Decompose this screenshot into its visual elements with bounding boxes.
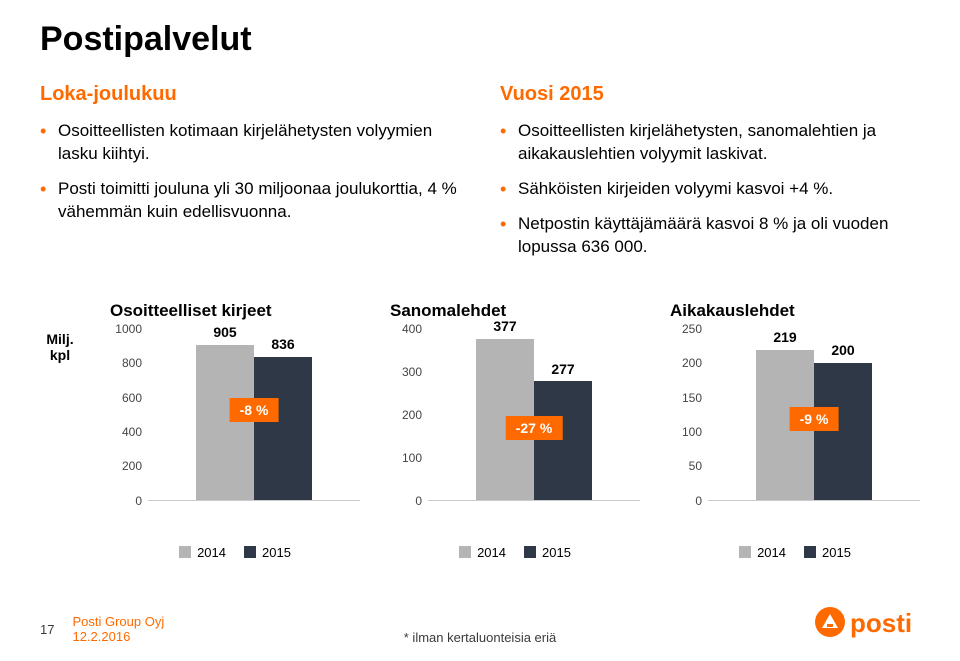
y-axis-label: Milj.kpl <box>40 301 80 363</box>
bar-value-label: 200 <box>814 342 872 358</box>
footer-meta: Posti Group Oyj 12.2.2016 <box>72 614 164 645</box>
legend-swatch <box>244 546 256 558</box>
y-tick: 200 <box>402 408 422 422</box>
posti-logo: posti <box>814 602 924 647</box>
y-tick: 400 <box>122 425 142 439</box>
legend-swatch <box>739 546 751 558</box>
y-tick: 0 <box>135 494 142 508</box>
right-column: Vuosi 2015 Osoitteellisten kirjelähetyst… <box>500 83 920 271</box>
legend-swatch <box>179 546 191 558</box>
bar-value-label: 836 <box>254 336 312 352</box>
chart-legend: 2014 2015 <box>670 545 920 560</box>
legend-item: 2015 <box>804 545 851 560</box>
bullet-item: Sähköisten kirjeiden volyymi kasvoi +4 %… <box>500 178 920 201</box>
page-title: Postipalvelut <box>40 20 920 59</box>
chart-title: Osoitteelliset kirjeet <box>110 301 360 321</box>
bullet-item: Osoitteellisten kirjelähetysten, sanomal… <box>500 120 920 166</box>
y-tick: 400 <box>402 322 422 336</box>
y-tick: 200 <box>682 356 702 370</box>
legend-swatch <box>524 546 536 558</box>
footer-company: Posti Group Oyj <box>72 614 164 630</box>
chart-2: Aikakauslehdet050100150200250219200-9 %2… <box>670 301 920 560</box>
y-tick: 100 <box>682 425 702 439</box>
bullet-item: Netpostin käyttäjämäärä kasvoi 8 % ja ol… <box>500 213 920 259</box>
y-tick: 600 <box>122 391 142 405</box>
bar: 377 <box>476 329 534 500</box>
bullet-item: Osoitteellisten kotimaan kirjelähetysten… <box>40 120 460 166</box>
chart-legend: 2014 2015 <box>110 545 360 560</box>
legend-swatch <box>804 546 816 558</box>
legend-item: 2015 <box>524 545 571 560</box>
content-columns: Loka-joulukuu Osoitteellisten kotimaan k… <box>40 83 920 271</box>
legend-label: 2014 <box>477 545 506 560</box>
footer-date: 12.2.2016 <box>72 629 164 645</box>
bar-value-label: 377 <box>476 318 534 334</box>
legend-label: 2014 <box>757 545 786 560</box>
y-tick: 100 <box>402 451 422 465</box>
legend-item: 2015 <box>244 545 291 560</box>
chart-0: Osoitteelliset kirjeet 0 200 400 600 800 1000 9… <box>110 301 360 560</box>
right-bullets: Osoitteellisten kirjelähetysten, sanomal… <box>500 120 920 259</box>
right-heading: Vuosi 2015 <box>500 83 920 106</box>
y-tick: 1000 <box>115 322 142 336</box>
y-tick: 50 <box>689 459 702 473</box>
legend-label: 2015 <box>262 545 291 560</box>
legend-swatch <box>459 546 471 558</box>
y-tick: 150 <box>682 391 702 405</box>
footer: 17 Posti Group Oyj 12.2.2016 <box>40 614 164 645</box>
logo-text: posti <box>850 608 912 638</box>
legend-item: 2014 <box>459 545 506 560</box>
bar-value-label: 277 <box>534 361 592 377</box>
chart-title: Aikakauslehdet <box>670 301 920 321</box>
y-tick: 250 <box>682 322 702 336</box>
legend-item: 2014 <box>739 545 786 560</box>
bullet-item: Posti toimitti jouluna yli 30 miljoonaa … <box>40 178 460 224</box>
y-tick: 0 <box>695 494 702 508</box>
bar-value-label: 219 <box>756 329 814 345</box>
legend-label: 2014 <box>197 545 226 560</box>
left-heading: Loka-joulukuu <box>40 83 460 106</box>
chart-legend: 2014 2015 <box>390 545 640 560</box>
y-tick: 300 <box>402 365 422 379</box>
y-tick: 200 <box>122 459 142 473</box>
y-tick: 0 <box>415 494 422 508</box>
pct-change-badge: -27 % <box>506 416 563 440</box>
y-tick: 800 <box>122 356 142 370</box>
left-bullets: Osoitteellisten kotimaan kirjelähetysten… <box>40 120 460 224</box>
bar: 277 <box>534 329 592 500</box>
pct-change-badge: -9 % <box>790 407 839 431</box>
legend-label: 2015 <box>822 545 851 560</box>
legend-label: 2015 <box>542 545 571 560</box>
footnote: * ilman kertaluonteisia eriä <box>404 630 556 645</box>
page-number: 17 <box>40 622 54 637</box>
bar-value-label: 905 <box>196 324 254 340</box>
pct-change-badge: -8 % <box>230 398 279 422</box>
chart-1: Sanomalehdet0100200300400377277-27 %2014… <box>390 301 640 560</box>
charts-row: Milj.kpl Osoitteelliset kirjeet 0 200 400 60… <box>40 301 920 560</box>
left-column: Loka-joulukuu Osoitteellisten kotimaan k… <box>40 83 460 271</box>
legend-item: 2014 <box>179 545 226 560</box>
